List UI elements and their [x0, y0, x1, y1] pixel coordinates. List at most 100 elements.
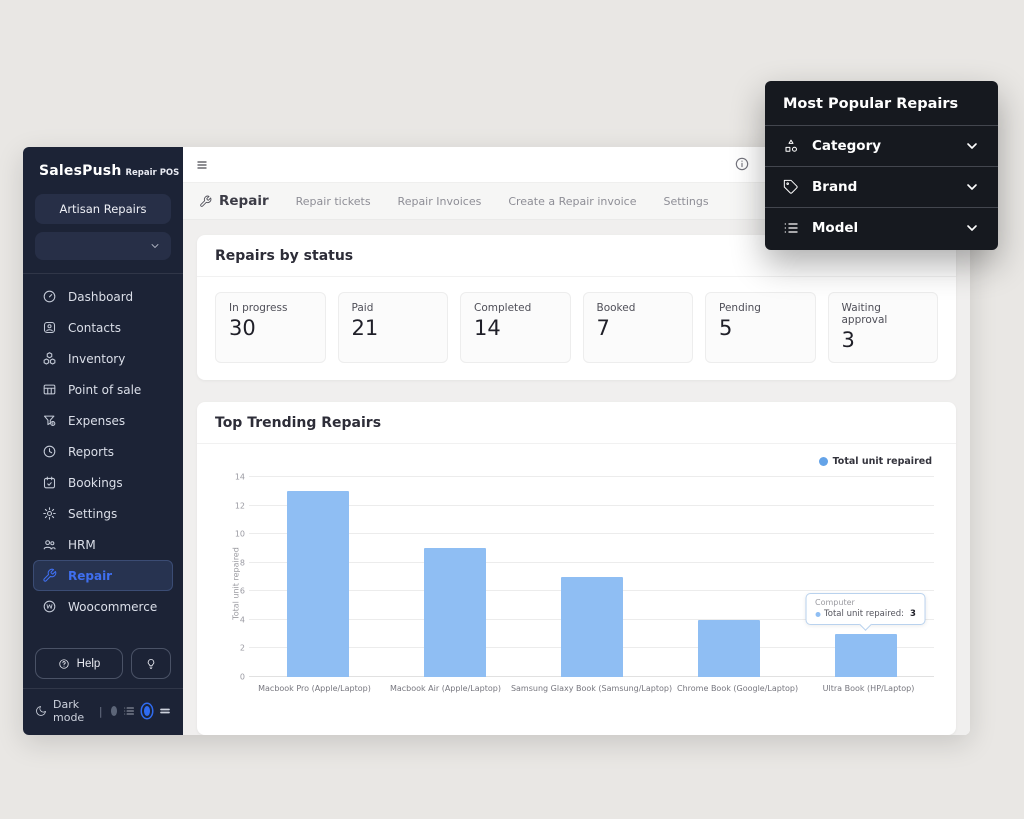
- tooltip-title: Computer: [815, 598, 855, 608]
- tab-create-repair-invoice[interactable]: Create a Repair invoice: [508, 194, 637, 208]
- gridline: [249, 533, 934, 535]
- sidebar-item-settings[interactable]: Settings: [33, 498, 173, 529]
- tab-repair[interactable]: Repair: [199, 193, 269, 209]
- bar-3[interactable]: [697, 619, 760, 677]
- model-list-icon: [784, 223, 798, 233]
- sidebar-item-bookings[interactable]: Bookings: [33, 467, 173, 498]
- dashboard-icon: [43, 290, 56, 303]
- status-box-booked: Booked 7: [582, 292, 693, 363]
- sidebar-item-label: Settings: [68, 506, 118, 521]
- sidebar-item-label: HRM: [68, 537, 96, 552]
- tooltip-dot-icon: [815, 611, 821, 617]
- wrench-icon: [200, 195, 212, 207]
- settings-gear-icon: [43, 507, 56, 520]
- sidebar-item-woocommerce[interactable]: Woocommerce: [33, 591, 173, 622]
- popup-row-label: Category: [812, 138, 882, 154]
- tab-settings[interactable]: Settings: [663, 194, 709, 208]
- legend-label: Total unit repaired: [832, 456, 932, 467]
- tab-repair-invoices[interactable]: Repair Invoices: [397, 194, 482, 208]
- brand-suffix: Repair POS: [125, 168, 180, 178]
- status-label: Completed: [474, 302, 532, 314]
- tab-repair-tickets[interactable]: Repair tickets: [295, 194, 371, 208]
- sidebar-item-hrm[interactable]: HRM: [33, 529, 173, 560]
- brand-logo: SalesPush Repair POS: [23, 147, 183, 187]
- y-tick-label: 8: [239, 558, 245, 568]
- x-tick-label: Ultra Book (HP/Laptop): [822, 684, 915, 693]
- bar-0[interactable]: [286, 491, 349, 677]
- lightbulb-button[interactable]: [131, 648, 171, 679]
- repair-wrench-icon: [43, 568, 57, 582]
- sidebar-item-label: Expenses: [68, 413, 126, 428]
- x-tick-label: Macbook Pro (Apple/Laptop): [258, 684, 371, 693]
- gridline: [249, 561, 934, 563]
- y-tick-label: 6: [239, 586, 245, 596]
- brand-name: SalesPush: [39, 163, 122, 179]
- category-shapes-icon: [785, 139, 797, 152]
- bar-column: [523, 477, 660, 677]
- bars-layout-icon[interactable]: [159, 705, 171, 717]
- bar-column: [249, 477, 386, 677]
- sidebar-item-repair[interactable]: Repair: [33, 560, 173, 591]
- sidebar-item-label: Repair: [68, 568, 113, 583]
- sidebar-help-row: Help: [23, 640, 183, 688]
- chart-legend[interactable]: Total unit repaired: [213, 452, 934, 477]
- hamburger-menu-icon[interactable]: [196, 159, 208, 171]
- popup-row-label: Brand: [812, 179, 858, 195]
- bar-1[interactable]: [423, 548, 486, 677]
- dark-mode-label[interactable]: Dark mode: [53, 698, 85, 724]
- popup-row-label: Model: [812, 220, 859, 236]
- point-of-sale-icon: [43, 384, 56, 395]
- status-row: In progress 30 Paid 21 Completed 14 Book…: [197, 277, 956, 380]
- sidebar-item-expenses[interactable]: Expenses: [33, 405, 173, 436]
- store-name-button[interactable]: Artisan Repairs: [35, 194, 171, 224]
- sidebar-item-point-of-sale[interactable]: Point of sale: [33, 374, 173, 405]
- status-label: Paid: [351, 302, 374, 314]
- chart-plot: 0 2 4 6 8 10 12 14 Computer Total unit repaired: 3: [235, 473, 934, 682]
- sidebar-item-label: Dashboard: [68, 289, 134, 304]
- popup-row-brand[interactable]: Brand: [765, 166, 998, 207]
- y-tick-label: 2: [239, 643, 245, 653]
- woocommerce-icon: [43, 600, 56, 613]
- sidebar-footer: Dark mode |: [23, 688, 183, 735]
- chevron-down-icon: [151, 244, 159, 248]
- chevron-down-icon: [967, 225, 977, 231]
- store-select-dropdown[interactable]: [35, 232, 171, 260]
- gridline: [249, 476, 934, 477]
- sidebar-item-label: Woocommerce: [68, 599, 158, 614]
- popup-row-model[interactable]: Model: [765, 207, 998, 248]
- question-circle-icon: [58, 658, 69, 669]
- status-label: In progress: [229, 302, 288, 314]
- tab-label: Repair: [219, 193, 269, 209]
- theme-dot-toggle[interactable]: [110, 706, 117, 716]
- status-label: Booked: [596, 302, 636, 314]
- brand-tag-icon: [783, 179, 798, 194]
- content-area: Repairs by status In progress 30 Paid 21…: [183, 220, 970, 735]
- x-tick-label: Chrome Book (Google/Laptop): [677, 684, 799, 693]
- status-value: 21: [351, 316, 379, 340]
- reports-icon: [43, 445, 56, 458]
- inventory-icon: [43, 352, 56, 365]
- bar-2[interactable]: [560, 577, 623, 677]
- bars-row: Computer Total unit repaired: 3: [249, 477, 934, 677]
- status-value: 7: [596, 316, 610, 340]
- list-layout-icon[interactable]: [123, 705, 135, 717]
- sidebar-item-dashboard[interactable]: Dashboard: [33, 281, 173, 312]
- chevron-down-icon: [967, 184, 977, 190]
- status-value: 5: [719, 316, 733, 340]
- bar-4[interactable]: [834, 634, 897, 677]
- repairs-by-status-card: Repairs by status In progress 30 Paid 21…: [197, 235, 956, 380]
- sidebar-divider: [23, 273, 183, 274]
- info-icon[interactable]: [734, 156, 750, 172]
- sidebar-item-contacts[interactable]: Contacts: [33, 312, 173, 343]
- x-tick-label: Samsung Glaxy Book (Samsung/Laptop): [510, 684, 673, 693]
- help-button[interactable]: Help: [35, 648, 123, 679]
- gridline: [249, 504, 934, 506]
- legend-dot-icon: [818, 457, 828, 466]
- popup-row-category[interactable]: Category: [765, 125, 998, 166]
- sidebar-item-reports[interactable]: Reports: [33, 436, 173, 467]
- tooltip-line: Total unit repaired: 3: [815, 609, 916, 619]
- active-layout-radio-icon[interactable]: [143, 706, 150, 716]
- sidebar-item-label: Reports: [68, 444, 115, 459]
- sidebar-item-inventory[interactable]: Inventory: [33, 343, 173, 374]
- chart-card-title: Top Trending Repairs: [197, 402, 956, 444]
